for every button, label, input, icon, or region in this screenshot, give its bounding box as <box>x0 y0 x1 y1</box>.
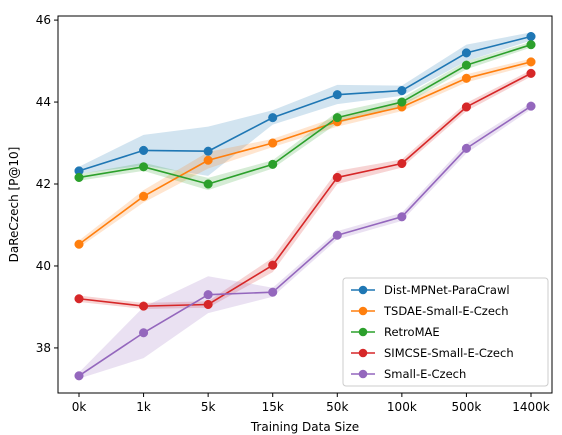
series-points <box>74 31 536 381</box>
legend-marker <box>358 327 368 337</box>
data-point <box>268 287 278 297</box>
x-tick-label: 1k <box>136 400 151 414</box>
legend-label: SIMCSE-Small-E-Czech <box>384 346 514 360</box>
data-point <box>203 290 213 300</box>
series-line <box>78 35 532 172</box>
data-point <box>139 301 149 311</box>
y-tick-label: 42 <box>36 177 51 191</box>
confidence-band <box>79 102 531 379</box>
series-line <box>78 61 532 245</box>
data-point <box>74 172 84 183</box>
legend-marker <box>358 306 368 316</box>
data-point <box>139 191 149 201</box>
x-tick-label: 1400k <box>512 400 550 414</box>
x-axis: 0k 1k 5k 15k 50k 100k 500k 1400k <box>72 393 550 414</box>
legend: Dist-MPNet-ParaCrawl TSDAE-Small-E-Czech R… <box>342 277 549 387</box>
x-tick-label: 15k <box>262 400 284 414</box>
data-point <box>461 102 471 112</box>
data-point <box>268 113 278 123</box>
data-point <box>397 97 407 107</box>
data-point <box>526 101 536 111</box>
y-tick-label: 40 <box>36 259 51 273</box>
legend-marker <box>358 369 368 379</box>
series-line <box>78 43 532 185</box>
data-point <box>332 230 342 240</box>
legend-label: Dist-MPNet-ParaCrawl <box>384 283 510 297</box>
data-point <box>461 73 471 83</box>
data-point <box>203 146 213 156</box>
data-point <box>397 86 407 96</box>
legend-box <box>342 277 549 387</box>
data-point <box>461 48 471 58</box>
legend-label: RetroMAE <box>384 325 440 339</box>
y-tick-label: 38 <box>36 341 51 355</box>
x-tick-label: 500k <box>451 400 481 414</box>
legend-label: Small-E-Czech <box>384 367 466 381</box>
data-point <box>74 294 84 304</box>
data-point <box>268 159 278 169</box>
data-point <box>397 158 407 169</box>
data-point <box>332 113 342 123</box>
legend-marker <box>358 285 368 295</box>
plot-frame <box>57 15 553 394</box>
x-axis-label: Training Data Size <box>250 420 359 434</box>
data-point <box>526 40 536 50</box>
x-tick-label: 5k <box>201 400 216 414</box>
series-line <box>78 72 532 307</box>
series-lines <box>78 35 532 377</box>
confidence-bands <box>79 32 531 379</box>
data-point <box>139 145 149 155</box>
y-axis: 38 40 42 44 46 <box>36 13 58 355</box>
data-point <box>461 143 471 153</box>
data-point <box>203 155 213 165</box>
data-point <box>139 162 149 172</box>
data-point <box>268 138 278 148</box>
data-point <box>74 371 84 381</box>
legend-marker <box>358 348 368 358</box>
data-point <box>203 179 213 189</box>
data-point <box>332 172 342 183</box>
y-axis-label: DaReCzech [P@10] <box>7 147 21 263</box>
confidence-band <box>79 41 531 191</box>
data-point <box>526 57 536 67</box>
data-point <box>397 212 407 222</box>
y-tick-label: 46 <box>36 13 51 27</box>
series-line <box>78 105 532 377</box>
x-tick-label: 100k <box>387 400 417 414</box>
x-tick-label: 50k <box>326 400 348 414</box>
x-tick-label: 0k <box>72 400 87 414</box>
confidence-band <box>79 32 531 176</box>
data-point <box>526 68 536 78</box>
confidence-band <box>79 70 531 309</box>
y-tick-label: 44 <box>36 95 51 109</box>
data-point <box>526 31 536 42</box>
data-point <box>74 239 84 249</box>
legend-label: TSDAE-Small-E-Czech <box>383 304 509 318</box>
data-point <box>268 260 278 270</box>
data-point <box>203 299 213 310</box>
data-point <box>139 328 149 338</box>
data-point <box>332 90 342 100</box>
data-point <box>461 60 471 70</box>
